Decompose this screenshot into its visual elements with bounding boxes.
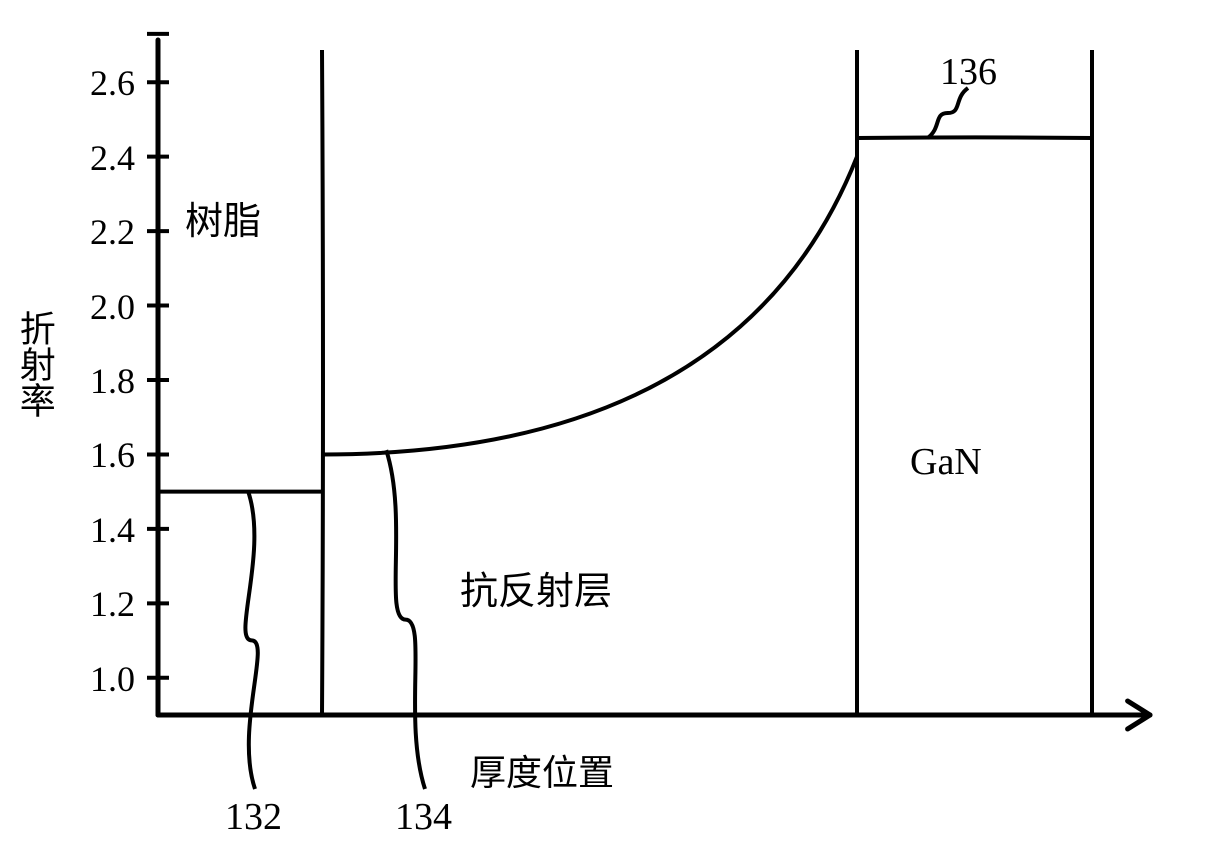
y-tick-label: 2.4	[75, 137, 135, 179]
y-tick-label: 1.4	[75, 509, 135, 551]
x-axis-label: 厚度位置	[470, 755, 614, 793]
region-label-resin: 树脂	[185, 190, 261, 245]
y-tick-label: 2.6	[75, 62, 135, 104]
y-tick-label: 2.0	[75, 286, 135, 328]
region-label-gan: GaN	[910, 440, 982, 484]
refractive-index-chart: 折射率 厚度位置 树脂 抗反射层 GaN 132 134 136 1.0 1.2 1…	[0, 0, 1208, 849]
callout-134: 134	[395, 795, 452, 839]
y-tick-label: 1.2	[75, 583, 135, 625]
y-tick-label: 2.2	[75, 211, 135, 253]
y-tick-label: 1.0	[75, 658, 135, 700]
callout-136: 136	[940, 50, 997, 94]
y-tick-label: 1.6	[75, 434, 135, 476]
region-label-antireflection: 抗反射层	[460, 560, 612, 615]
y-axis-label: 折射率	[15, 310, 53, 418]
y-tick-label: 1.8	[75, 360, 135, 402]
chart-svg	[0, 0, 1208, 849]
callout-132: 132	[225, 795, 282, 839]
